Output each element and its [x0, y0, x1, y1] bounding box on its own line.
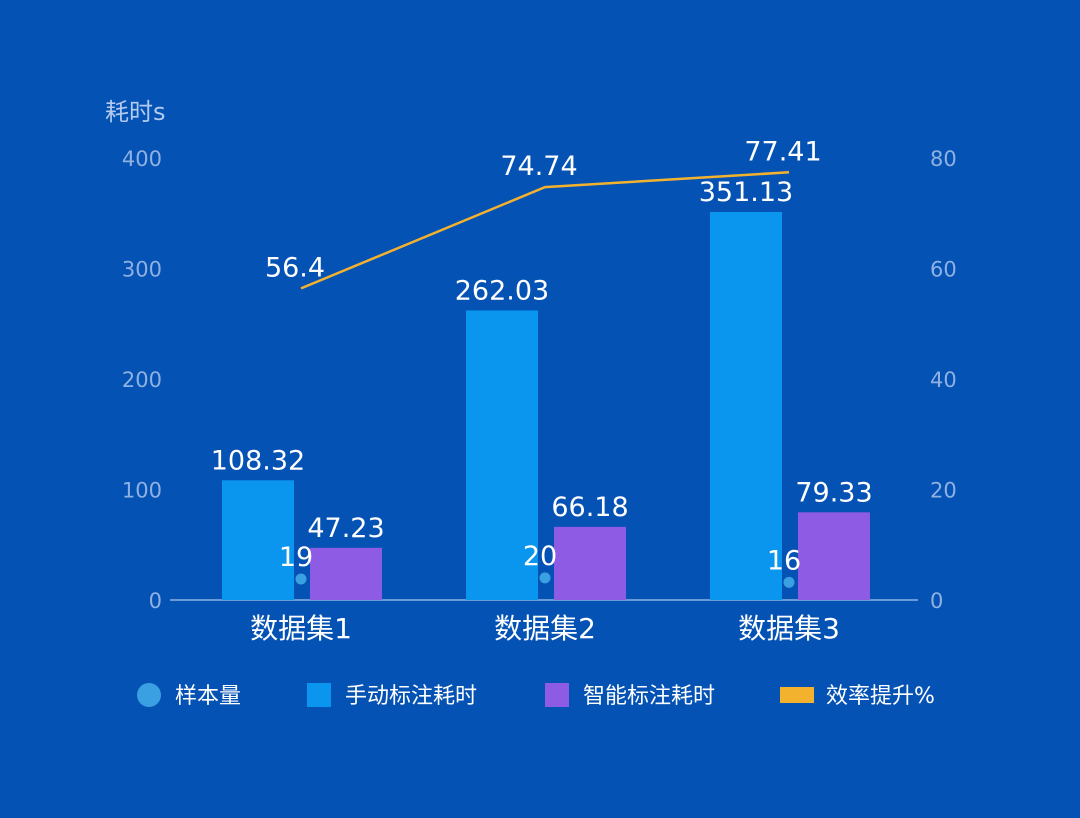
legend-label: 样本量: [175, 684, 241, 709]
y-axis-label: 耗时s: [105, 98, 166, 126]
legend-swatch-efficiency: [780, 687, 814, 703]
bar-intelligent-2: [554, 526, 626, 600]
bar-manual-2: [466, 310, 538, 600]
label-efficiency-2: 74.74: [500, 151, 577, 182]
line-efficiency: [300, 171, 790, 290]
category-label-1: 数据集1: [250, 612, 352, 645]
bar-intelligent-1: [310, 547, 382, 600]
bar-intelligent-3: [798, 512, 870, 600]
y-tick-label: 100: [122, 479, 162, 503]
point-sample-1: [295, 573, 307, 585]
label-manual-1: 108.32: [211, 445, 305, 476]
y-tick-label: 300: [122, 258, 162, 282]
label-sample-1: 19: [279, 542, 313, 573]
label-intelligent-1: 47.23: [307, 513, 384, 544]
y2-tick-label: 40: [930, 368, 957, 392]
bars: [222, 212, 870, 600]
y-tick-label: 400: [122, 147, 162, 171]
label-manual-3: 351.13: [699, 177, 793, 208]
y2-tick-label: 80: [930, 147, 957, 171]
y-tick-label: 0: [149, 589, 162, 613]
y2-tick-label: 60: [930, 258, 957, 282]
legend-label: 效率提升%: [826, 684, 935, 709]
point-sample-3: [783, 576, 795, 588]
label-sample-3: 16: [767, 545, 801, 576]
category-label-3: 数据集3: [738, 612, 840, 645]
legend-label: 智能标注耗时: [583, 684, 715, 709]
y-tick-label: 200: [122, 368, 162, 392]
label-efficiency-1: 56.4: [265, 252, 325, 283]
sample-points: [295, 572, 795, 588]
bar-manual-1: [222, 480, 294, 600]
label-intelligent-3: 79.33: [795, 477, 872, 508]
y2-axis-ticks: 0 20 40 60 80: [930, 147, 957, 613]
point-sample-2: [539, 572, 551, 584]
x-axis-categories: 数据集1 数据集2 数据集3: [250, 612, 840, 645]
bar-manual-3: [710, 212, 782, 600]
y2-tick-label: 0: [930, 589, 943, 613]
legend-swatch-intelligent: [545, 683, 569, 707]
legend-swatch-manual: [307, 683, 331, 707]
label-intelligent-2: 66.18: [551, 492, 628, 523]
label-efficiency-3: 77.41: [744, 136, 821, 167]
label-manual-2: 262.03: [455, 275, 549, 306]
label-sample-2: 20: [523, 541, 557, 572]
efficiency-line: [300, 171, 790, 290]
category-label-2: 数据集2: [494, 612, 596, 645]
y2-tick-label: 20: [930, 479, 957, 503]
legend-label: 手动标注耗时: [345, 684, 477, 709]
legend-swatch-sample: [137, 683, 161, 707]
y-axis-ticks: 0 100 200 300 400: [122, 147, 162, 613]
legend: 样本量 手动标注耗时 智能标注耗时 效率提升%: [137, 683, 935, 709]
